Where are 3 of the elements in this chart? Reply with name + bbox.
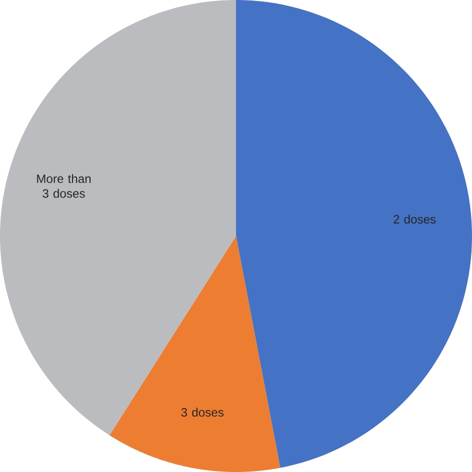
slice-label: 3 doses	[181, 408, 224, 417]
slice-label: More than 3 doses	[37, 174, 91, 198]
slice-label: 2 doses	[394, 214, 436, 224]
